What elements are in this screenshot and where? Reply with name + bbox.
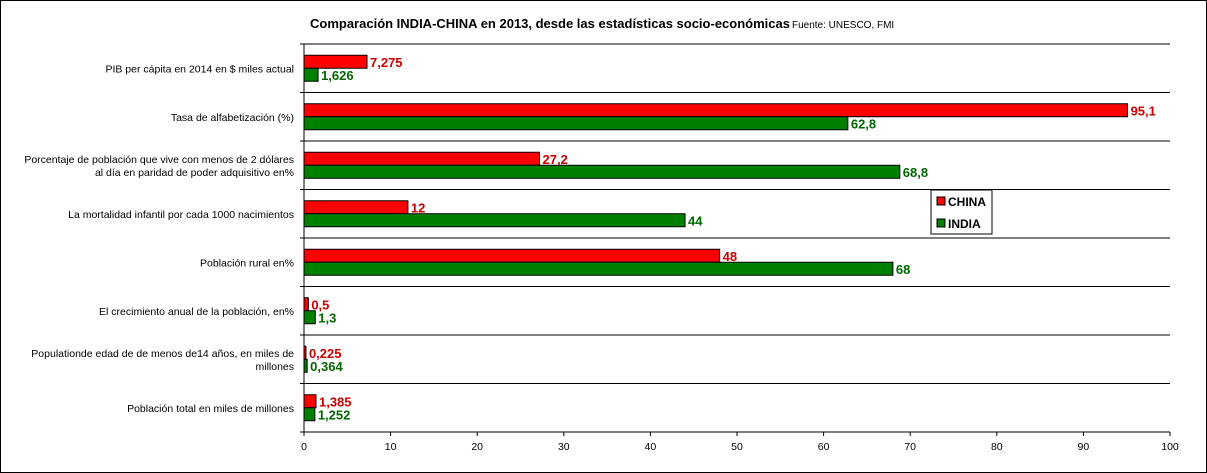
bar-china bbox=[303, 200, 409, 215]
bar-china bbox=[303, 297, 309, 312]
category-label: PIB per cápita en 2014 en $ miles actual bbox=[105, 63, 294, 75]
category-label: Población total en miles de millones bbox=[127, 403, 294, 415]
data-label-india: 68 bbox=[896, 262, 910, 277]
category-label: Población rural en% bbox=[200, 257, 294, 269]
bar-china bbox=[303, 394, 317, 409]
bar-india bbox=[303, 407, 316, 422]
chart-title-main: Comparación INDIA-CHINA en 2013, desde l… bbox=[310, 16, 790, 31]
category-label: millones bbox=[255, 361, 294, 373]
category-label: Populationde edad de de menos de14 años,… bbox=[31, 348, 294, 360]
data-label-india: 1,252 bbox=[318, 407, 351, 422]
legend: CHINA INDIA bbox=[930, 189, 993, 235]
data-label-china: 95,1 bbox=[1131, 103, 1156, 118]
data-label-china: 0,5 bbox=[311, 297, 329, 312]
x-tick-label: 80 bbox=[991, 441, 1003, 453]
data-label-china: 7,275 bbox=[370, 55, 403, 70]
data-label-china: 1,385 bbox=[319, 394, 352, 409]
x-tick-label: 20 bbox=[471, 441, 483, 453]
data-label-china: 48 bbox=[723, 249, 737, 264]
chart-title: Comparación INDIA-CHINA en 2013, desde l… bbox=[310, 16, 894, 31]
bar-india bbox=[303, 310, 316, 325]
legend-label-india: INDIA bbox=[948, 217, 981, 231]
bar-china bbox=[303, 54, 368, 69]
legend-label-china: CHINA bbox=[948, 195, 986, 209]
plot-area: 0 10 20 30 40 50 60 70 80 90 100 PIB per cápita en … bbox=[24, 43, 1179, 453]
data-label-india: 1,3 bbox=[318, 310, 336, 325]
data-label-china: 12 bbox=[411, 200, 425, 215]
category-label: al día en paridad de poder adquisitivo e… bbox=[95, 167, 294, 179]
bar-china bbox=[303, 345, 307, 360]
x-tick-label: 50 bbox=[731, 441, 743, 453]
bar-india bbox=[303, 67, 319, 82]
bar-india bbox=[303, 261, 894, 276]
x-tick-label: 70 bbox=[904, 441, 916, 453]
x-tick-label: 30 bbox=[558, 441, 570, 453]
data-label-china: 0,225 bbox=[309, 346, 342, 361]
x-tick-label: 40 bbox=[645, 441, 657, 453]
data-label-china: 27,2 bbox=[543, 152, 568, 167]
category-label: Porcentaje de población que vive con men… bbox=[24, 154, 294, 166]
x-tick-label: 10 bbox=[385, 441, 397, 453]
data-label-india: 0,364 bbox=[310, 359, 343, 374]
category-label: El crecimiento anual de la población, en… bbox=[99, 306, 294, 318]
x-tick-label: 90 bbox=[1078, 441, 1090, 453]
bar-india bbox=[303, 358, 308, 373]
bar-india bbox=[303, 116, 849, 131]
data-label-india: 1,626 bbox=[321, 68, 354, 83]
x-tick-label: 60 bbox=[818, 441, 830, 453]
legend-swatch-china bbox=[936, 196, 946, 206]
category-label: Tasa de alfabetización (%) bbox=[171, 112, 294, 124]
x-tick-label: 0 bbox=[301, 441, 307, 453]
data-label-india: 62,8 bbox=[851, 116, 876, 131]
bar-india bbox=[303, 213, 686, 228]
bar-china bbox=[303, 103, 1129, 118]
bar-china bbox=[303, 248, 721, 263]
x-tick-label: 100 bbox=[1161, 441, 1179, 453]
chart-source: Fuente: UNESCO, FMI bbox=[792, 20, 894, 31]
bar-china bbox=[303, 151, 541, 166]
category-label: La mortalidad infantil por cada 1000 nac… bbox=[68, 209, 294, 221]
data-label-india: 68,8 bbox=[903, 165, 928, 180]
bar-india bbox=[303, 164, 901, 179]
data-label-india: 44 bbox=[688, 213, 703, 228]
legend-swatch-india bbox=[936, 218, 946, 228]
